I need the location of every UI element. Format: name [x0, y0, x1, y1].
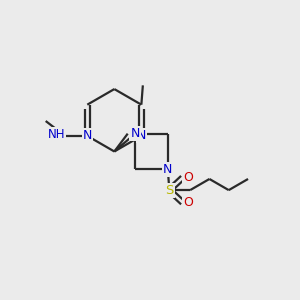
- Text: N: N: [163, 163, 172, 176]
- Text: N: N: [130, 127, 140, 140]
- Text: O: O: [183, 171, 193, 184]
- Text: O: O: [183, 196, 193, 209]
- Text: NH: NH: [48, 128, 65, 141]
- Text: N: N: [137, 129, 146, 142]
- Text: S: S: [165, 184, 173, 196]
- Text: N: N: [82, 129, 92, 142]
